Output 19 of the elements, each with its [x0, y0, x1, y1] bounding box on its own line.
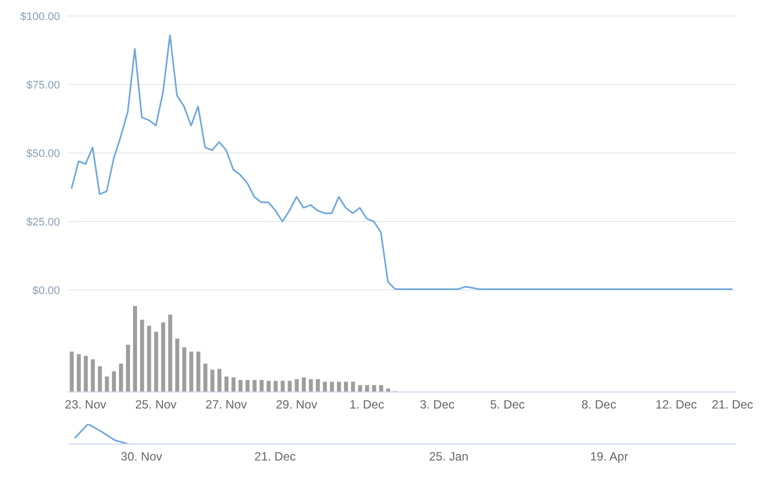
- y-tick-label: $75.00: [26, 79, 60, 92]
- x-tick-label: 21. Dec: [254, 450, 296, 464]
- x-tick-label: 5. Dec: [490, 398, 525, 412]
- x-tick-label: 25. Jan: [429, 450, 468, 464]
- y-tick-label: $0.00: [32, 284, 60, 297]
- x-tick-label: 29. Nov: [276, 398, 318, 412]
- x-tick-label: 19. Apr: [590, 450, 628, 464]
- y-tick-label: $100.00: [20, 10, 60, 23]
- x-tick-label: 8. Dec: [582, 398, 616, 412]
- x-tick-label: 27. Nov: [206, 398, 247, 412]
- x-tick-label: 23. Nov: [64, 398, 106, 412]
- x-tick-label: 1. Dec: [350, 398, 384, 412]
- x-tick-label: 30. Nov: [120, 450, 162, 464]
- y-tick-label: $50.00: [26, 148, 60, 160]
- x-tick-label: 25. Nov: [135, 398, 177, 412]
- y-tick-label: $25.00: [26, 216, 60, 228]
- x-tick-label: 12. Dec: [656, 398, 697, 412]
- x-tick-label: 21. Dec: [712, 398, 754, 412]
- x-tick-label: 3. Dec: [420, 398, 454, 412]
